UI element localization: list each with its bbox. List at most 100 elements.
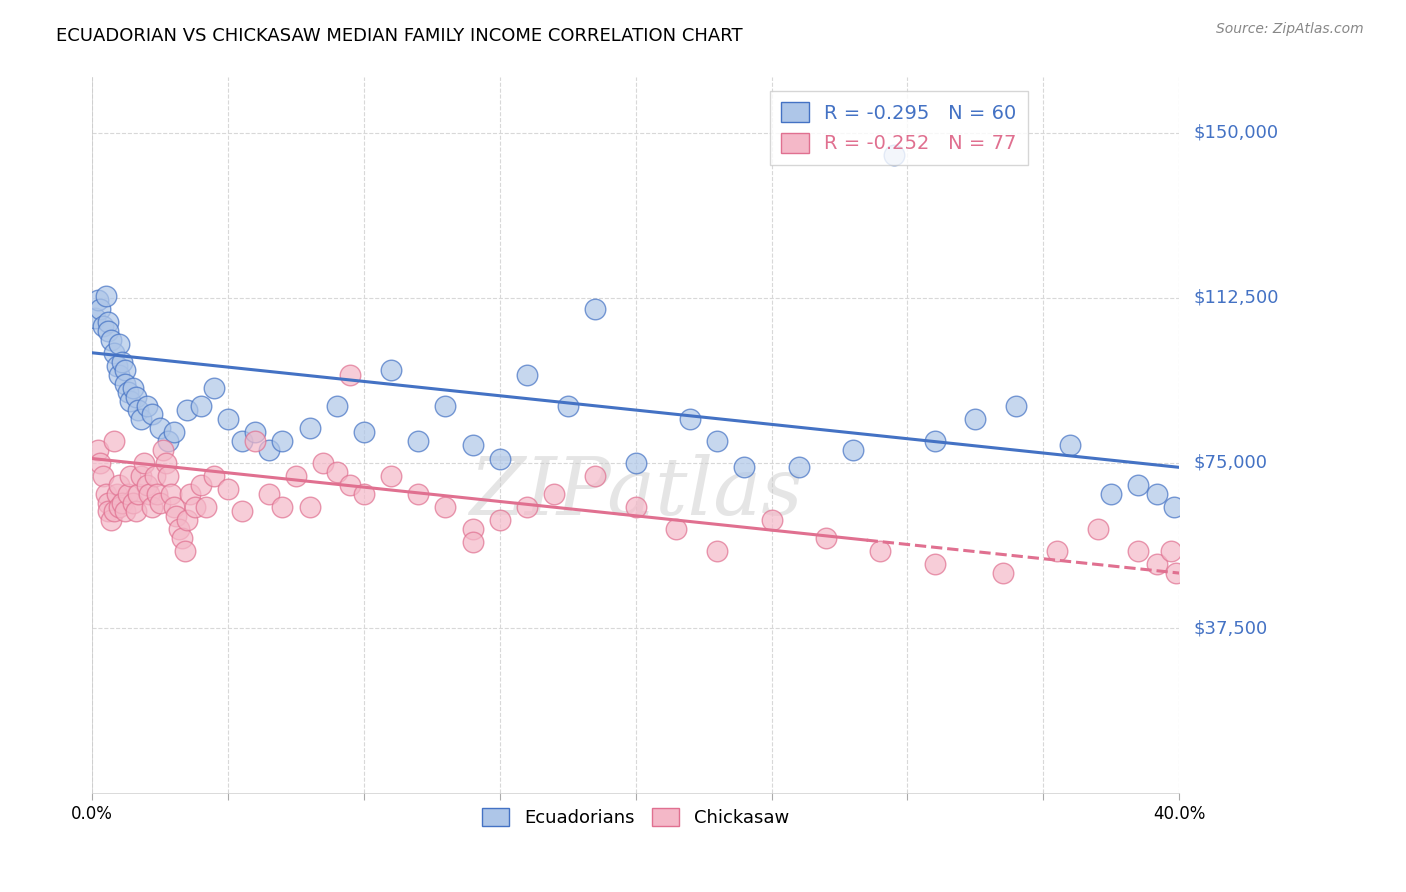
Point: [883, 147, 905, 161]
Point: [298, 500, 321, 514]
Point: [108, 368, 131, 382]
Point: [461, 522, 484, 536]
Point: [217, 483, 239, 497]
Point: [149, 420, 172, 434]
Point: [86, 442, 108, 457]
Point: [965, 412, 987, 426]
Point: [583, 469, 606, 483]
Point: [665, 522, 688, 536]
Point: [143, 469, 166, 483]
Point: [1163, 500, 1185, 514]
Point: [991, 566, 1014, 580]
Point: [132, 456, 155, 470]
Point: [97, 495, 120, 509]
Point: [624, 500, 647, 514]
Point: [516, 368, 538, 382]
Text: $150,000: $150,000: [1194, 123, 1278, 142]
Point: [108, 337, 131, 351]
Point: [105, 487, 128, 501]
Text: ZIPatlas: ZIPatlas: [470, 454, 803, 532]
Point: [380, 363, 402, 377]
Text: $37,500: $37,500: [1194, 619, 1267, 637]
Point: [814, 531, 837, 545]
Point: [231, 504, 253, 518]
Point: [204, 381, 226, 395]
Point: [787, 460, 810, 475]
Point: [135, 399, 157, 413]
Point: [103, 434, 125, 448]
Point: [406, 487, 429, 501]
Text: $112,500: $112,500: [1194, 289, 1278, 307]
Point: [339, 368, 361, 382]
Point: [117, 487, 139, 501]
Point: [91, 469, 114, 483]
Point: [353, 487, 375, 501]
Point: [122, 381, 145, 395]
Point: [1146, 487, 1168, 501]
Point: [108, 478, 131, 492]
Point: [146, 487, 169, 501]
Point: [120, 469, 142, 483]
Point: [100, 513, 122, 527]
Point: [924, 434, 946, 448]
Point: [257, 487, 280, 501]
Point: [135, 478, 157, 492]
Point: [461, 438, 484, 452]
Point: [1146, 558, 1168, 572]
Point: [488, 451, 510, 466]
Point: [157, 469, 180, 483]
Point: [245, 434, 267, 448]
Point: [217, 412, 239, 426]
Point: [842, 442, 865, 457]
Point: [1160, 544, 1182, 558]
Point: [245, 425, 267, 439]
Point: [94, 288, 117, 302]
Point: [1128, 544, 1150, 558]
Point: [111, 354, 134, 368]
Point: [160, 487, 183, 501]
Point: [1046, 544, 1069, 558]
Point: [94, 487, 117, 501]
Point: [163, 500, 186, 514]
Text: ECUADORIAN VS CHICKASAW MEDIAN FAMILY INCOME CORRELATION CHART: ECUADORIAN VS CHICKASAW MEDIAN FAMILY IN…: [56, 27, 742, 45]
Point: [179, 487, 201, 501]
Point: [1059, 438, 1081, 452]
Point: [91, 319, 114, 334]
Point: [108, 500, 131, 514]
Point: [706, 544, 728, 558]
Point: [157, 434, 180, 448]
Point: [103, 346, 125, 360]
Point: [127, 403, 149, 417]
Point: [103, 504, 125, 518]
Point: [557, 399, 579, 413]
Point: [152, 442, 174, 457]
Point: [190, 478, 212, 492]
Point: [149, 495, 172, 509]
Point: [89, 301, 111, 316]
Point: [173, 544, 195, 558]
Point: [111, 495, 134, 509]
Point: [1099, 487, 1122, 501]
Point: [105, 359, 128, 373]
Point: [138, 487, 160, 501]
Point: [120, 394, 142, 409]
Point: [163, 425, 186, 439]
Point: [170, 531, 193, 545]
Point: [924, 558, 946, 572]
Point: [195, 500, 218, 514]
Point: [129, 412, 152, 426]
Point: [339, 478, 361, 492]
Point: [129, 469, 152, 483]
Point: [543, 487, 565, 501]
Point: [1087, 522, 1109, 536]
Point: [434, 500, 457, 514]
Point: [176, 513, 198, 527]
Point: [298, 420, 321, 434]
Point: [231, 434, 253, 448]
Point: [124, 504, 146, 518]
Point: [176, 403, 198, 417]
Point: [165, 508, 187, 523]
Point: [122, 495, 145, 509]
Point: [114, 504, 136, 518]
Point: [155, 456, 177, 470]
